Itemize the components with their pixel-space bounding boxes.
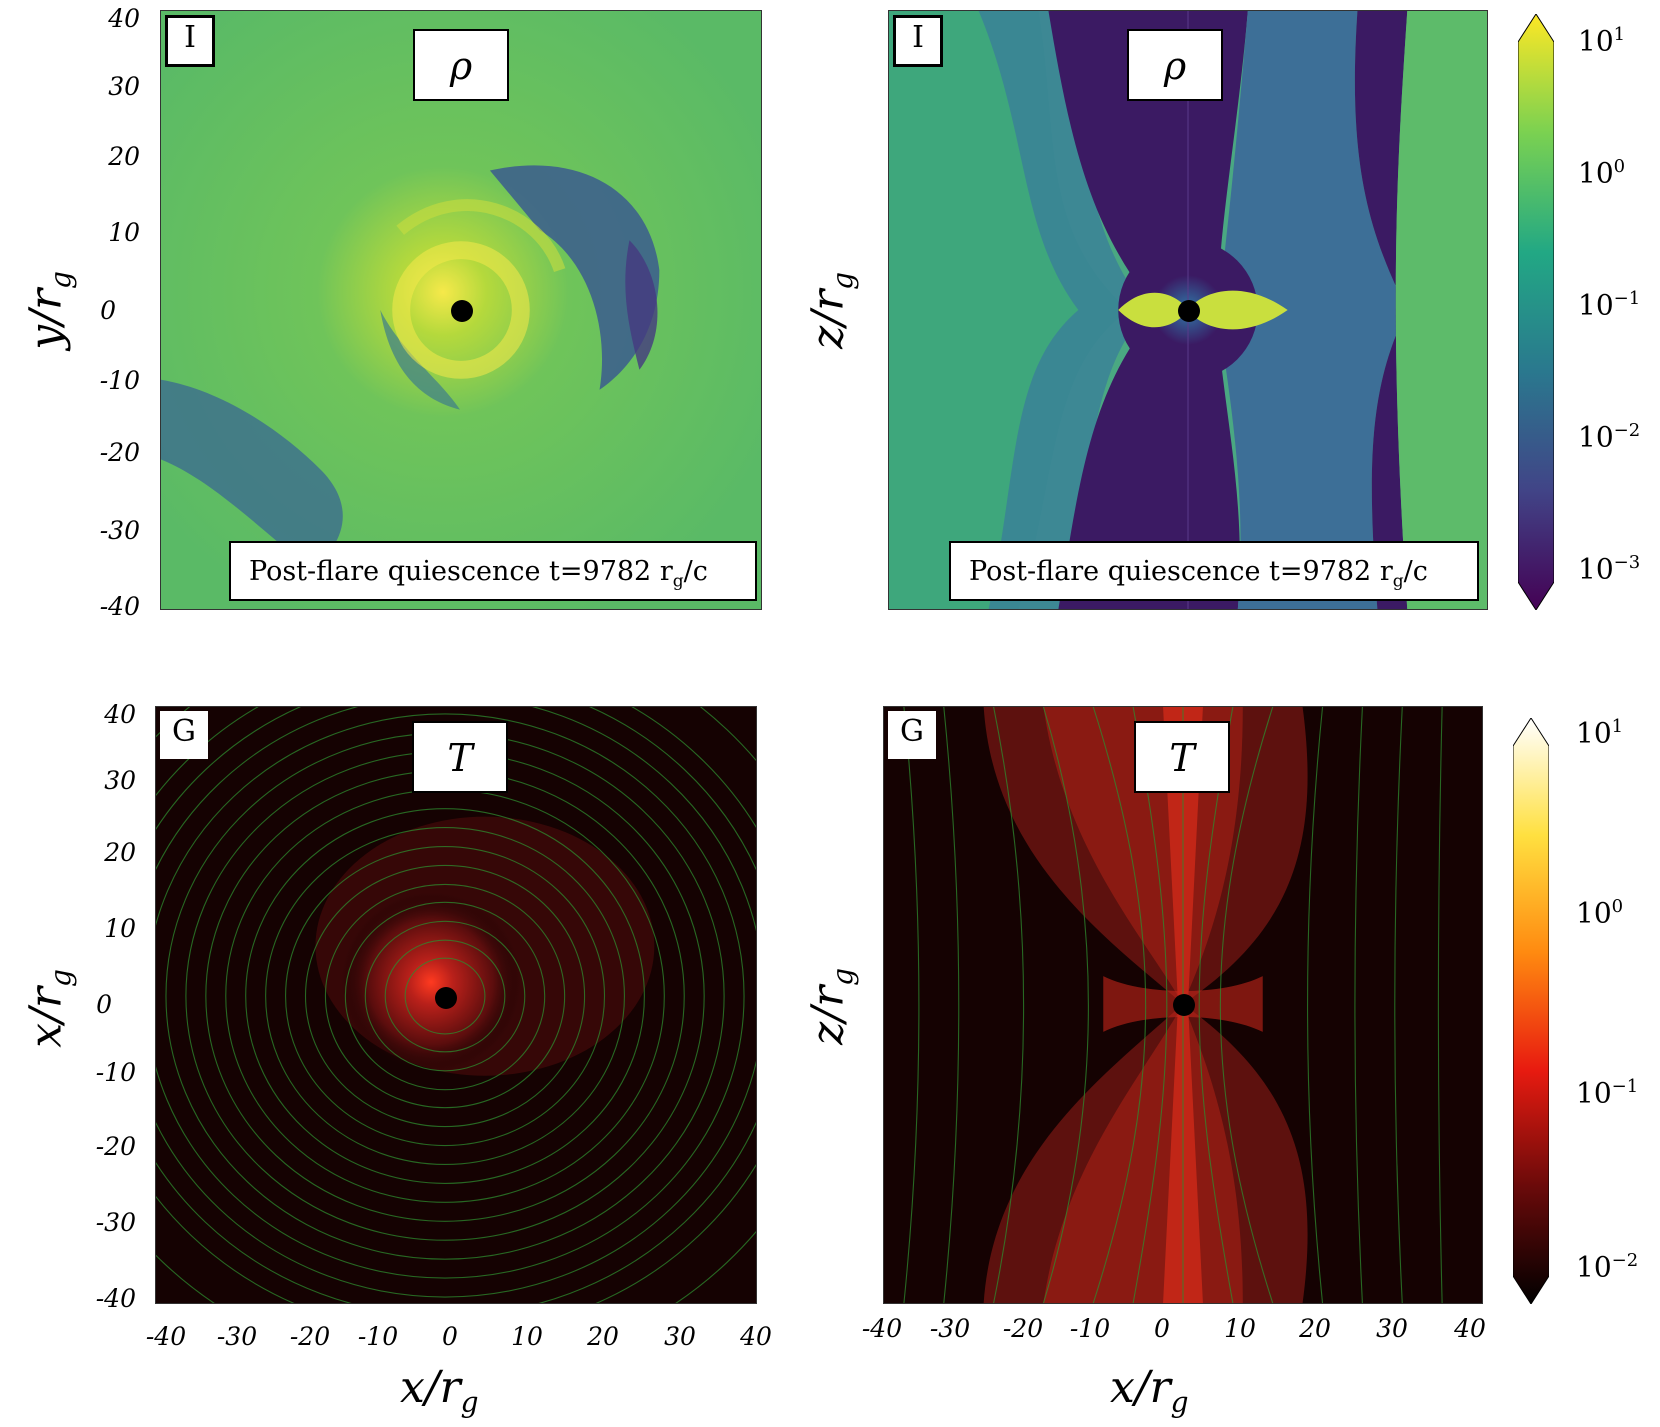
density-tick-5: 10−3 xyxy=(1578,552,1641,586)
top-left-ylabel: y/rg xyxy=(20,271,78,350)
y-tick-label: 10 xyxy=(104,914,136,943)
density-poloidal-map xyxy=(889,11,1487,609)
panel-tag: G xyxy=(160,711,208,759)
quantity-label: T xyxy=(412,721,508,793)
y-tick-label: -20 xyxy=(99,438,140,467)
y-tick-label: -30 xyxy=(95,1208,136,1237)
x-tick-label: -20 xyxy=(289,1322,331,1351)
bottom-right-xlabel: x/rg xyxy=(1110,1362,1189,1419)
time-label-sub: g xyxy=(1392,571,1404,592)
streamlines xyxy=(903,707,1443,1303)
time-label-sub: g xyxy=(672,571,684,592)
x-tick-label: 40 xyxy=(1454,1314,1486,1343)
temperature-poloidal-panel: G T xyxy=(883,706,1483,1304)
x-tick-label: -20 xyxy=(1002,1314,1044,1343)
x-tick-label: -10 xyxy=(357,1322,399,1351)
density-tick-2: 100 xyxy=(1578,156,1626,190)
x-tick-label: -10 xyxy=(1069,1314,1111,1343)
y-tick-label: 30 xyxy=(104,766,136,795)
density-tick-3: 10−1 xyxy=(1578,288,1641,322)
quantity-label: ρ xyxy=(413,29,509,101)
y-tick-label: -10 xyxy=(99,366,140,395)
black-hole-marker xyxy=(1173,994,1195,1016)
time-label-suffix: /c xyxy=(1403,556,1428,587)
quantity-label: T xyxy=(1134,721,1230,793)
y-tick-label: -40 xyxy=(99,592,140,621)
black-hole-marker xyxy=(451,300,473,322)
y-tick-label: 0 xyxy=(96,990,112,1019)
bottom-left-ylabel: x/rg xyxy=(20,969,78,1048)
y-tick-label: -20 xyxy=(95,1132,136,1161)
y-tick-label: 20 xyxy=(108,142,140,171)
y-tick-label: 30 xyxy=(108,72,140,101)
temperature-equatorial-panel: G T xyxy=(155,706,757,1304)
temperature-tick-3: 10−1 xyxy=(1576,1076,1639,1110)
panel-tag: I xyxy=(893,15,943,67)
x-tick-label: -30 xyxy=(929,1314,971,1343)
black-hole-marker xyxy=(1178,300,1200,322)
x-tick-label: 0 xyxy=(442,1322,458,1351)
density-tick-1: 101 xyxy=(1578,24,1626,58)
x-tick-label: -40 xyxy=(145,1322,187,1351)
x-tick-label: 40 xyxy=(740,1322,772,1351)
temperature-tick-2: 100 xyxy=(1576,896,1624,930)
density-colorbar xyxy=(1518,14,1554,610)
time-annotation: Post-flare quiescence t=9782 rg/c xyxy=(229,541,757,601)
temperature-colorbar xyxy=(1513,718,1549,1304)
time-label: Post-flare quiescence t=9782 r xyxy=(249,556,673,587)
density-equatorial-panel: I ρ Post-flare quiescence t=9782 rg/c xyxy=(160,10,762,610)
y-tick-label: 10 xyxy=(108,218,140,247)
temperature-equatorial-map xyxy=(156,707,756,1303)
black-hole-marker xyxy=(435,987,457,1009)
y-tick-label: 20 xyxy=(104,838,136,867)
time-annotation: Post-flare quiescence t=9782 rg/c xyxy=(949,541,1479,601)
panel-tag: G xyxy=(888,711,936,759)
x-tick-label: 20 xyxy=(587,1322,619,1351)
quantity-label: ρ xyxy=(1127,29,1223,101)
y-tick-label: -40 xyxy=(95,1284,136,1313)
bottom-left-xlabel: x/rg xyxy=(400,1362,479,1419)
x-tick-label: 20 xyxy=(1299,1314,1331,1343)
y-tick-label: -10 xyxy=(95,1058,136,1087)
density-equatorial-map xyxy=(161,11,761,609)
x-tick-label: 30 xyxy=(1376,1314,1408,1343)
x-tick-label: 10 xyxy=(511,1322,543,1351)
y-tick-label: 0 xyxy=(100,296,116,325)
temperature-tick-1: 101 xyxy=(1576,716,1624,750)
x-tick-label: 10 xyxy=(1224,1314,1256,1343)
bottom-right-ylabel: z/rg xyxy=(802,967,860,1045)
time-label: Post-flare quiescence t=9782 r xyxy=(969,556,1393,587)
x-tick-label: 0 xyxy=(1154,1314,1170,1343)
streamlines xyxy=(156,707,756,1303)
y-tick-label: 40 xyxy=(108,4,140,33)
x-tick-label: -40 xyxy=(861,1314,903,1343)
top-right-ylabel: z/rg xyxy=(802,271,860,349)
y-tick-label: 40 xyxy=(104,700,136,729)
time-label-suffix: /c xyxy=(683,556,708,587)
density-tick-4: 10−2 xyxy=(1578,420,1641,454)
density-poloidal-panel: I ρ Post-flare quiescence t=9782 rg/c xyxy=(888,10,1488,610)
panel-tag: I xyxy=(165,15,215,67)
temperature-tick-4: 10−2 xyxy=(1576,1250,1639,1284)
y-tick-label: -30 xyxy=(99,516,140,545)
x-tick-label: -30 xyxy=(216,1322,258,1351)
x-tick-label: 30 xyxy=(664,1322,696,1351)
